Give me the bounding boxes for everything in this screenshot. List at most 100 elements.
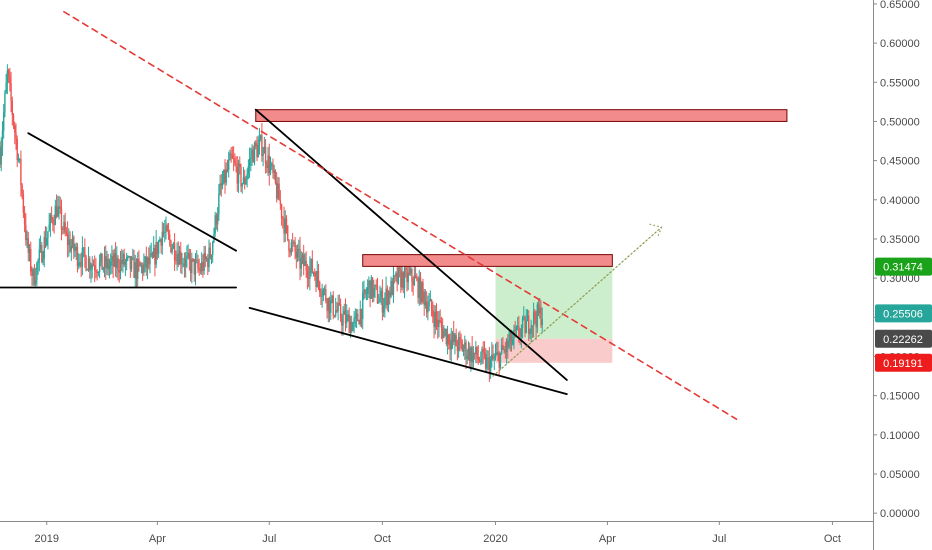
candle-body	[387, 291, 390, 305]
candle-body	[199, 269, 202, 272]
y-tick-label: 0.15000	[880, 391, 920, 403]
candle-body	[332, 295, 334, 316]
candle-body	[449, 344, 451, 350]
candle-body	[398, 267, 401, 270]
candle-body	[92, 264, 95, 266]
candle-body	[184, 258, 187, 267]
candle-body	[509, 332, 511, 342]
candle-body	[215, 215, 218, 225]
candle-body	[69, 239, 71, 252]
candle-body	[269, 165, 272, 174]
zones-layer	[495, 266, 613, 363]
candle-body	[198, 268, 200, 270]
candle-body	[49, 215, 52, 225]
candle-body	[402, 272, 405, 288]
candle-body	[473, 352, 476, 355]
candle-body	[268, 155, 270, 174]
candle-body	[155, 242, 157, 265]
y-tick-label: 0.00000	[880, 508, 920, 520]
candle-body	[287, 225, 289, 240]
candle-body	[272, 163, 274, 173]
candle-body	[403, 267, 406, 288]
candle-body	[16, 138, 18, 161]
candle-body	[443, 330, 445, 338]
candle-body	[89, 258, 91, 271]
candle-body	[73, 237, 75, 251]
price-axis[interactable]: 0.65000 0.60000 0.55000 0.50000 0.45000 0.400…	[873, 0, 920, 520]
candle-body	[477, 357, 480, 360]
candle-body	[516, 326, 519, 328]
candle-body	[226, 169, 229, 171]
candle-body	[145, 256, 148, 268]
candle-body	[0, 146, 2, 165]
candle-body	[481, 349, 483, 362]
candle-body	[280, 204, 283, 218]
candle-body	[27, 238, 29, 253]
candle-body	[180, 251, 182, 264]
candle-body	[102, 267, 104, 270]
candle-body	[498, 352, 500, 368]
candle-body	[352, 323, 354, 332]
candle-body	[177, 253, 179, 265]
candle-body	[231, 155, 234, 159]
candle-body	[162, 231, 165, 233]
candle-body	[118, 270, 120, 273]
candle-body	[421, 282, 423, 302]
candle-body	[74, 250, 76, 252]
candle-body	[246, 173, 248, 180]
candle-body	[380, 290, 382, 298]
y-tick-label: 0.45000	[880, 156, 920, 168]
candle-body	[235, 163, 237, 167]
candle-body	[500, 344, 503, 353]
candle-body	[530, 325, 532, 334]
candle-body	[364, 289, 366, 294]
candle-body	[301, 254, 304, 259]
candle-body	[159, 239, 161, 242]
candle-body	[236, 166, 239, 184]
candle-body	[100, 253, 102, 262]
candle-body	[499, 352, 502, 368]
candle-body	[539, 307, 541, 314]
candle-body	[25, 224, 27, 241]
candle-body	[11, 100, 13, 116]
candle-body	[512, 339, 514, 345]
candle-body	[220, 183, 223, 186]
candle-body	[252, 149, 254, 163]
candle-body	[451, 333, 454, 340]
candle-body	[385, 288, 387, 298]
candle-body	[330, 300, 332, 313]
candle-body	[482, 349, 484, 353]
candle-body	[218, 193, 220, 215]
candle-body	[12, 115, 15, 126]
candle-body	[344, 310, 347, 324]
candle-body	[317, 271, 320, 283]
candle-body	[528, 315, 530, 334]
candle-body	[240, 166, 242, 187]
candle-body	[101, 253, 103, 270]
candle-body	[354, 316, 357, 319]
candle-body	[435, 311, 438, 320]
candle-body	[266, 164, 268, 169]
candle-body	[497, 352, 499, 353]
candle-body	[471, 347, 473, 363]
candle-body	[111, 255, 113, 262]
candle-body	[432, 310, 434, 317]
time-axis[interactable]: 2019 Apr Jul Oct 2020 Apr Jul Oct	[34, 521, 841, 545]
candle-body	[124, 261, 127, 265]
candle-body	[91, 264, 93, 269]
candle-body	[135, 262, 138, 280]
candle-body	[70, 245, 73, 252]
candle-body	[130, 258, 133, 270]
candle-body	[4, 93, 6, 113]
candle-body	[362, 292, 364, 319]
candle-body	[416, 278, 418, 280]
candle-body	[348, 314, 350, 333]
candle-body	[339, 304, 342, 319]
candle-body	[537, 304, 540, 314]
candle-body	[57, 207, 59, 217]
candle-body	[42, 258, 44, 263]
candle-body	[290, 242, 293, 253]
candle-body	[467, 347, 470, 357]
candle-body	[137, 258, 139, 280]
